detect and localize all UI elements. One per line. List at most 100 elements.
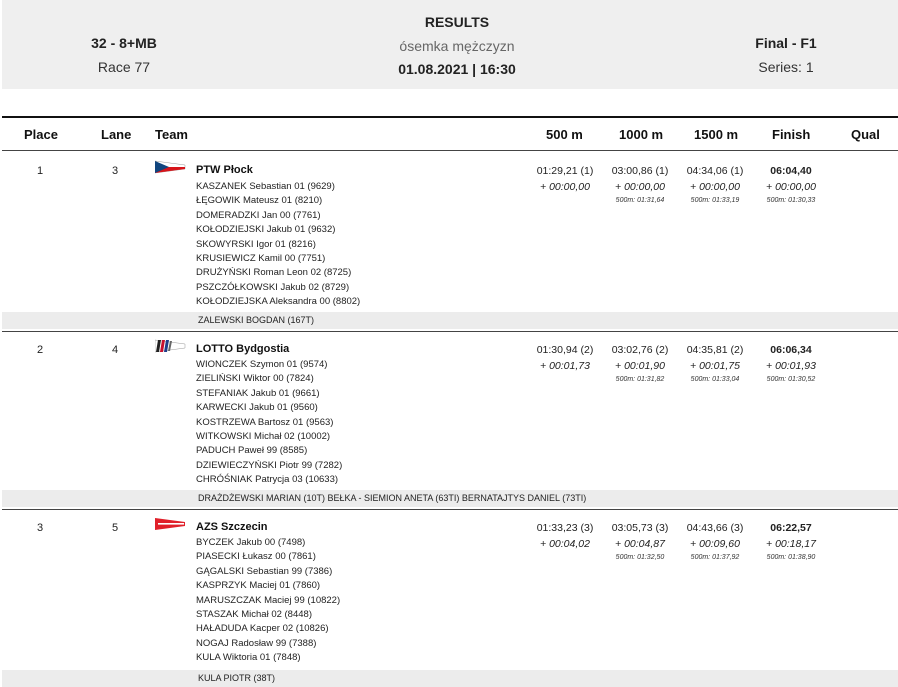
finish-time: 06:06,34 + 00:01,93 500m: 01:30,52 — [751, 343, 831, 386]
race-number: Race 77 — [97, 59, 151, 75]
split-1000m: 03:02,76 (2) + 00:01,90 500m: 01:31,82 — [600, 343, 680, 386]
title-block: RESULTS ósemka mężczyzn 01.08.2021 | 16:… — [322, 12, 592, 79]
finish-time: 06:22,57 + 00:18,17 500m: 01:38,90 — [751, 521, 831, 564]
split-diff: + 00:00,00 — [615, 181, 665, 193]
col-header-team: Team — [155, 127, 188, 142]
crew-member: DOMERADZKI Jan 00 (7761) — [196, 209, 321, 221]
lane-value: 3 — [112, 165, 119, 177]
split-500m: 01:33,23 (3) + 00:04,02 — [525, 521, 605, 552]
split-pace: 500m: 01:32,50 — [615, 554, 665, 561]
col-header-lane: Lane — [101, 127, 132, 142]
place-value: 3 — [37, 522, 44, 534]
split-diff: + 00:04,02 — [540, 538, 590, 550]
split-1000m: 03:00,86 (1) + 00:00,00 500m: 01:31,64 — [600, 164, 680, 207]
crew-member: ŁĘGOWIK Mateusz 01 (8210) — [196, 195, 323, 207]
crew-member: PSZCZÓŁKOWSKI Jakub 02 (8729) — [196, 281, 350, 293]
event-subtitle: ósemka mężczyzn — [399, 38, 515, 54]
crew-member: SKOWYRSKI Igor 01 (8216) — [196, 238, 316, 250]
split-time: 06:22,57 — [770, 522, 812, 534]
split-time: 06:06,34 — [770, 344, 812, 356]
split-1500m: 04:34,06 (1) + 00:00,00 500m: 01:33,19 — [675, 164, 755, 207]
crew-member: GĄGALSKI Sebastian 99 (7386) — [196, 565, 333, 577]
crew-member: NOGAJ Radosław 99 (7388) — [196, 637, 317, 649]
crew-member: STASZAK Michał 02 (8448) — [196, 609, 312, 621]
crew-member: KRUSIEWICZ Kamil 00 (7751) — [196, 253, 326, 265]
header-separator — [2, 150, 898, 151]
split-pace: 500m: 01:33,04 — [690, 376, 740, 383]
crew-member: STEFANIAK Jakub 01 (9661) — [196, 387, 320, 399]
crew-member: KARWECKI Jakub 01 (9560) — [196, 402, 318, 414]
split-diff: + 00:01,73 — [540, 360, 590, 372]
place-value: 1 — [37, 165, 44, 177]
crew-member: MARUSZCZAK Maciej 99 (10822) — [196, 594, 341, 606]
split-pace: 500m: 01:31,82 — [615, 376, 665, 383]
results-header: 32 - 8+MB Race 77 RESULTS ósemka mężczyz… — [2, 0, 898, 89]
split-1000m: 03:05,73 (3) + 00:04,87 500m: 01:32,50 — [600, 521, 680, 564]
col-header-1000m: 1000 m — [619, 127, 664, 142]
split-diff: + 00:00,00 — [766, 181, 816, 193]
split-time: 01:33,23 (3) — [536, 522, 594, 534]
split-500m: 01:30,94 (2) + 00:01,73 — [525, 343, 605, 374]
crew-member: HAŁADUDA Kacper 02 (10826) — [196, 623, 329, 635]
crew-member: ZIELIŃSKI Wiktor 00 (7824) — [196, 373, 314, 385]
coach-row: DRAŻDŻEWSKI MARIAN (10T) BEŁKA - SIEMION… — [2, 490, 898, 507]
split-pace: 500m: 01:33,19 — [690, 197, 740, 204]
split-pace: 500m: 01:30,52 — [766, 376, 816, 383]
event-code: 32 - 8+MB — [91, 35, 157, 51]
col-header-qual: Qual — [851, 127, 880, 142]
event-block: 32 - 8+MB Race 77 — [64, 33, 184, 77]
split-time: 01:30,94 (2) — [536, 344, 594, 356]
race-series: Series: 1 — [758, 59, 814, 75]
team-name: AZS Szczecin — [196, 521, 268, 533]
split-1500m: 04:35,81 (2) + 00:01,75 500m: 01:33,04 — [675, 343, 755, 386]
team-name: PTW Płock — [196, 164, 253, 176]
stripes-flag-icon — [155, 339, 186, 353]
crew-list: BYCZEK Jakub 00 (7498) PIASECKI Łukasz 0… — [196, 536, 340, 666]
crew-member: DRUŻYŃSKI Roman Leon 02 (8725) — [196, 267, 352, 279]
split-time: 04:34,06 (1) — [686, 165, 744, 177]
race-phase: Final - F1 — [755, 35, 817, 51]
crew-member: CHRÓŚNIAK Patrycja 03 (10633) — [196, 474, 339, 486]
split-time: 04:35,81 (2) — [686, 344, 744, 356]
col-header-1500m: 1500 m — [694, 127, 739, 142]
crew-list: WIONCZEK Szymon 01 (9574) ZIELIŃSKI Wikt… — [196, 358, 342, 488]
crew-member: PADUCH Paweł 99 (8585) — [196, 445, 308, 457]
split-500m: 01:29,21 (1) + 00:00,00 — [525, 164, 605, 195]
coach-names: DRAŻDŻEWSKI MARIAN (10T) BEŁKA - SIEMION… — [198, 493, 587, 503]
split-time: 03:02,76 (2) — [611, 344, 669, 356]
crew-member: KOŁODZIEJSKA Aleksandra 00 (8802) — [196, 296, 361, 308]
split-diff: + 00:01,90 — [615, 360, 665, 372]
crew-member: KOSTRZEWA Bartosz 01 (9563) — [196, 416, 334, 428]
coach-names: KULA PIOTR (38T) — [198, 673, 276, 683]
crew-member: DZIEWIECZYŃSKI Piotr 99 (7282) — [196, 459, 343, 471]
crew-member: KASPRZYK Maciej 01 (7860) — [196, 580, 321, 592]
row-separator — [2, 509, 898, 510]
split-diff: + 00:18,17 — [766, 538, 816, 550]
place-value: 2 — [37, 344, 44, 356]
split-time: 03:05,73 (3) — [611, 522, 669, 534]
split-diff: + 00:00,00 — [540, 181, 590, 193]
race-datetime: 01.08.2021 | 16:30 — [398, 61, 516, 77]
split-pace: 500m: 01:31,64 — [615, 197, 665, 204]
col-header-500m: 500 m — [546, 127, 583, 142]
split-pace: 500m: 01:38,90 — [766, 554, 816, 561]
split-time: 06:04,40 — [770, 165, 812, 177]
coach-row: KULA PIOTR (38T) — [2, 670, 898, 687]
split-time: 03:00,86 (1) — [611, 165, 669, 177]
split-pace: 500m: 01:30,33 — [766, 197, 816, 204]
split-time: 04:43,66 (3) — [686, 522, 744, 534]
crew-member: BYCZEK Jakub 00 (7498) — [196, 537, 306, 548]
crew-member: KASZANEK Sebastian 01 (9629) — [196, 181, 335, 192]
crew-member: WITKOWSKI Michał 02 (10002) — [196, 431, 331, 443]
split-diff: + 00:00,00 — [690, 181, 740, 193]
col-header-finish: Finish — [772, 127, 811, 142]
lane-value: 4 — [112, 344, 119, 356]
coach-row: ZALEWSKI BOGDAN (167T) — [2, 312, 898, 329]
crew-list: KASZANEK Sebastian 01 (9629) ŁĘGOWIK Mat… — [196, 180, 360, 310]
red-white-flag-icon — [155, 518, 185, 530]
crew-member: KOŁODZIEJSKI Jakub 01 (9632) — [196, 224, 336, 236]
coach-names: ZALEWSKI BOGDAN (167T) — [198, 315, 315, 325]
crew-member: WIONCZEK Szymon 01 (9574) — [196, 359, 328, 370]
finish-time: 06:04,40 + 00:00,00 500m: 01:30,33 — [751, 164, 831, 207]
split-1500m: 04:43,66 (3) + 00:09,60 500m: 01:37,92 — [675, 521, 755, 564]
